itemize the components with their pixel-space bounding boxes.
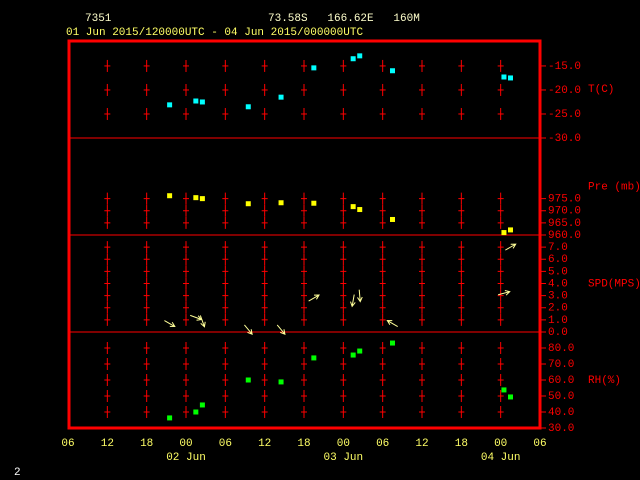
y-tick-label: 6.0 <box>548 254 568 266</box>
wind-arrow <box>244 324 253 335</box>
point <box>357 348 363 354</box>
point <box>245 201 251 207</box>
y-tick-label: -30.0 <box>548 133 581 145</box>
point <box>501 387 507 393</box>
y-tick-label: 4.0 <box>548 278 568 290</box>
y-tick-label: 50.0 <box>548 391 574 403</box>
date-label: 04 Jun <box>481 452 521 464</box>
x-tick-label: 18 <box>140 438 153 450</box>
panel-label: SPD(MPS) <box>588 278 640 290</box>
page-number: 2 <box>14 467 21 479</box>
date-label: 02 Jun <box>166 452 206 464</box>
station-location: 73.58S 166.62E 160M <box>268 13 420 25</box>
point <box>193 195 199 201</box>
x-tick-label: 00 <box>337 438 350 450</box>
panel-label: T(C) <box>588 84 614 96</box>
x-tick-label: 12 <box>258 438 271 450</box>
x-tick-label: 06 <box>376 438 389 450</box>
y-tick-label: 80.0 <box>548 343 574 355</box>
panel-label: Pre (mb) <box>588 181 640 193</box>
wind-arrow <box>357 289 363 303</box>
point <box>167 415 173 421</box>
wind-arrow <box>505 243 517 251</box>
y-tick-label: -20.0 <box>548 85 581 97</box>
y-tick-label: 965.0 <box>548 218 581 230</box>
wind-arrow <box>199 315 206 328</box>
point <box>501 74 507 80</box>
point <box>357 53 363 59</box>
x-tick-label: 12 <box>415 438 428 450</box>
wind-arrow <box>498 289 511 296</box>
point <box>278 94 284 100</box>
y-tick-label: 2.0 <box>548 303 568 315</box>
y-tick-label: -25.0 <box>548 109 581 121</box>
wind-arrow <box>308 294 320 302</box>
x-tick-label: 06 <box>219 438 232 450</box>
wind-arrow <box>276 324 286 335</box>
y-tick-label: 60.0 <box>548 375 574 387</box>
y-tick-label: 7.0 <box>548 242 568 254</box>
point <box>350 56 356 62</box>
point <box>350 352 356 358</box>
point <box>508 75 513 81</box>
y-tick-label: 970.0 <box>548 206 581 218</box>
point <box>311 65 317 71</box>
wind-arrow <box>386 319 398 327</box>
point <box>357 207 363 213</box>
point <box>278 379 284 385</box>
point <box>193 409 199 415</box>
point <box>350 204 356 210</box>
y-tick-label: 5.0 <box>548 266 568 278</box>
point <box>245 377 251 383</box>
x-tick-label: 06 <box>61 438 74 450</box>
point <box>508 394 513 400</box>
x-tick-label: 00 <box>179 438 192 450</box>
period: 01 Jun 2015/120000UTC - 04 Jun 2015/0000… <box>66 27 363 39</box>
point <box>501 230 507 236</box>
y-tick-label: 40.0 <box>548 407 574 419</box>
point <box>390 68 395 74</box>
point <box>167 102 173 108</box>
date-label: 03 Jun <box>324 452 364 464</box>
point <box>278 200 284 206</box>
y-tick-label: -15.0 <box>548 61 581 73</box>
wind-arrow <box>350 294 356 308</box>
point <box>311 355 317 361</box>
x-tick-label: 18 <box>455 438 468 450</box>
point <box>245 104 251 110</box>
y-tick-label: 960.0 <box>548 230 581 242</box>
wind-arrow <box>164 320 176 328</box>
point <box>311 200 317 206</box>
y-tick-label: 0.0 <box>548 327 568 339</box>
x-tick-label: 06 <box>533 438 546 450</box>
y-tick-label: 3.0 <box>548 291 568 303</box>
panel-label: RH(%) <box>588 375 621 387</box>
x-tick-label: 18 <box>297 438 310 450</box>
y-tick-label: 70.0 <box>548 359 574 371</box>
station-id: 7351 <box>85 13 112 25</box>
x-tick-label: 00 <box>494 438 507 450</box>
y-tick-label: 1.0 <box>548 315 568 327</box>
point <box>390 340 395 346</box>
point <box>167 193 173 199</box>
point <box>390 216 395 222</box>
point <box>508 227 513 233</box>
x-tick-label: 12 <box>101 438 114 450</box>
point <box>199 196 205 202</box>
point <box>199 99 205 105</box>
y-tick-label: 975.0 <box>548 194 581 206</box>
point <box>199 402 205 408</box>
y-tick-label: 30.0 <box>548 423 574 435</box>
point <box>193 98 199 104</box>
